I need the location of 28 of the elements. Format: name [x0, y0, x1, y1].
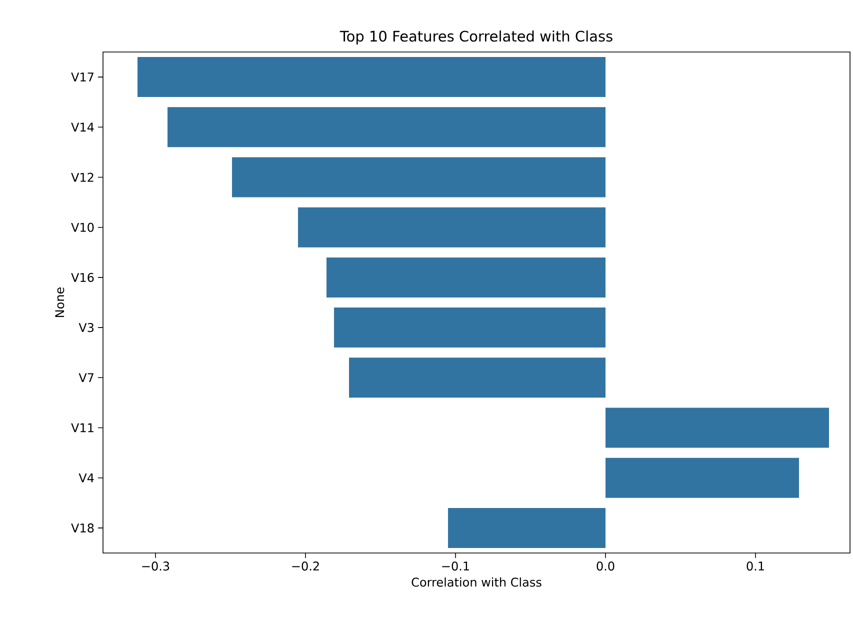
y-tick-label: V11 [71, 423, 94, 432]
y-tick-label: V4 [78, 473, 94, 482]
bar [349, 358, 606, 398]
y-tick-label: V3 [78, 323, 94, 332]
bar [232, 157, 606, 198]
bar [326, 257, 606, 298]
y-tick-label: V17 [71, 72, 94, 82]
y-tick-label: V7 [78, 373, 94, 382]
y-tick-label: V10 [71, 222, 94, 232]
bar [606, 408, 830, 448]
y-tick-label: V12 [71, 172, 94, 182]
y-tick-label: V16 [71, 272, 94, 282]
y-tick-label: V14 [71, 122, 94, 132]
bar [334, 308, 606, 348]
chart-title: Top 10 Features Correlated with Class [340, 30, 612, 44]
x-tick-label: −0.2 [292, 562, 319, 571]
x-tick-label: 0.1 [746, 562, 764, 571]
y-axis-title: None [55, 287, 64, 317]
y-tick-label: V18 [71, 523, 94, 532]
bar [138, 57, 606, 98]
bar [298, 207, 606, 248]
bar [448, 508, 606, 548]
x-tick-label: −0.3 [142, 562, 170, 571]
x-tick-label: −0.1 [442, 562, 469, 571]
bar [606, 458, 800, 498]
x-tick-label: 0.0 [596, 562, 614, 571]
x-axis-title: Correlation with Class [412, 577, 542, 587]
bar [168, 107, 606, 148]
